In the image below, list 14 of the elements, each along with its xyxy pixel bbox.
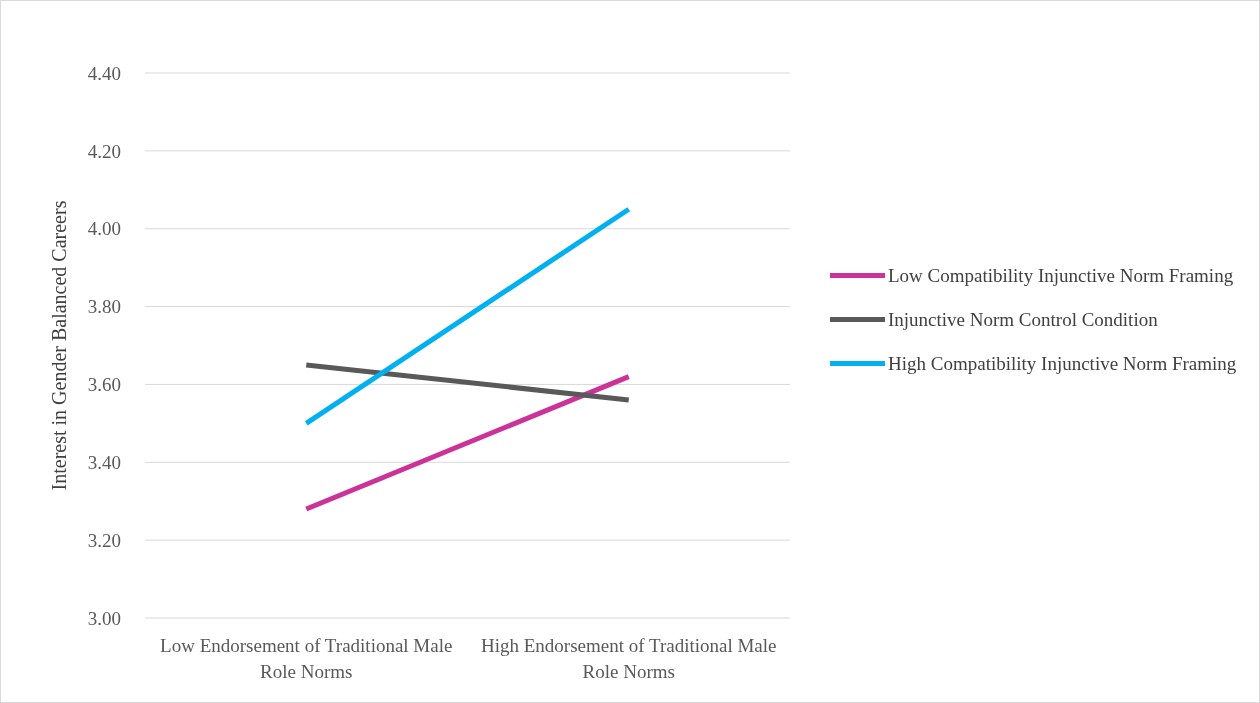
y-tick-label: 3.80 [87,296,121,318]
legend-label: Low Compatibility Injunctive Norm Framing [888,264,1234,286]
y-tick-label: 3.40 [87,451,121,473]
y-tick-label: 3.20 [87,529,121,551]
y-axis-title: Interest in Gender Balanced Careers [48,200,70,491]
x-tick-label: Low Endorsement of Traditional Male Role Norms [160,635,453,682]
x-tick-label: High Endorsement of Traditional Male Role Norms [480,635,777,682]
legend-label: High Compatibility Injunctive Norm Framing [888,352,1237,374]
legend-label: Injunctive Norm Control Condition [888,308,1159,330]
y-tick-label: 4.00 [87,218,121,240]
y-tick-label: 4.40 [87,62,121,84]
y-tick-label: 3.60 [87,374,121,396]
y-tick-label: 3.00 [87,607,121,629]
y-tick-label: 4.20 [87,140,121,162]
